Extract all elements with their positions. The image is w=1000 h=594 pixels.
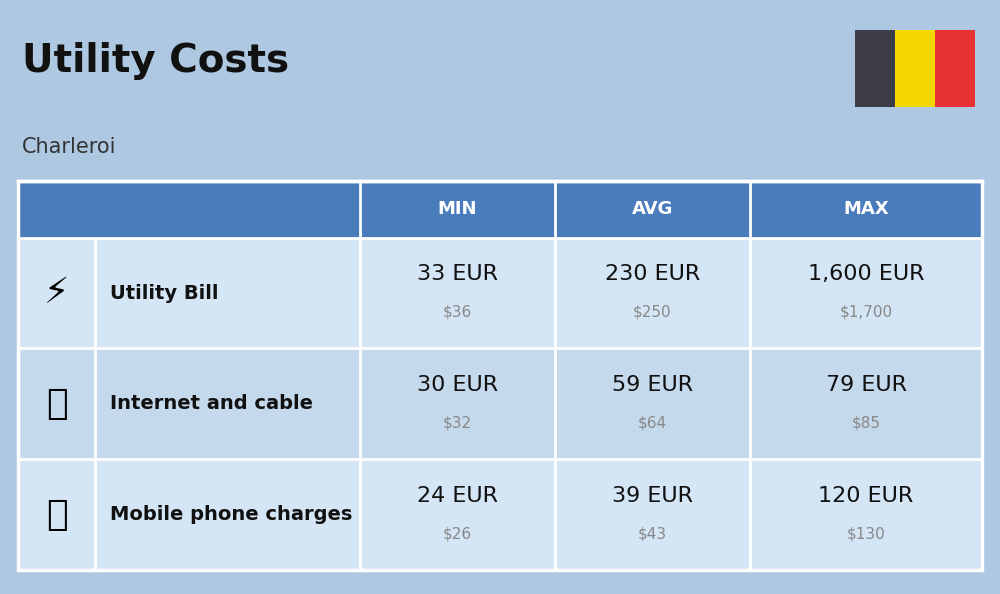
Text: 30 EUR: 30 EUR — [417, 375, 498, 395]
Text: Mobile phone charges: Mobile phone charges — [110, 505, 352, 525]
FancyBboxPatch shape — [935, 30, 975, 107]
Text: 59 EUR: 59 EUR — [612, 375, 693, 395]
Text: 79 EUR: 79 EUR — [826, 375, 906, 395]
Text: $85: $85 — [852, 415, 881, 431]
Text: $64: $64 — [638, 415, 667, 431]
Text: $130: $130 — [847, 526, 885, 541]
Text: Utility Costs: Utility Costs — [22, 42, 289, 80]
Text: $26: $26 — [443, 526, 472, 541]
Text: $1,700: $1,700 — [839, 305, 893, 320]
Text: MAX: MAX — [843, 200, 889, 219]
Text: Charleroi: Charleroi — [22, 137, 116, 157]
Text: 33 EUR: 33 EUR — [417, 264, 498, 284]
Text: AVG: AVG — [632, 200, 673, 219]
FancyBboxPatch shape — [18, 238, 982, 349]
Text: 1,600 EUR: 1,600 EUR — [808, 264, 924, 284]
Text: $36: $36 — [443, 305, 472, 320]
Text: 24 EUR: 24 EUR — [417, 486, 498, 506]
FancyBboxPatch shape — [855, 30, 895, 107]
FancyBboxPatch shape — [18, 181, 982, 238]
Text: Internet and cable: Internet and cable — [110, 394, 313, 413]
Text: ⚡: ⚡ — [44, 276, 69, 310]
Text: MIN: MIN — [438, 200, 477, 219]
FancyBboxPatch shape — [895, 30, 935, 107]
Text: 120 EUR: 120 EUR — [818, 486, 914, 506]
Text: $32: $32 — [443, 415, 472, 431]
Text: $250: $250 — [633, 305, 672, 320]
FancyBboxPatch shape — [18, 459, 982, 570]
Text: 39 EUR: 39 EUR — [612, 486, 693, 506]
Text: 230 EUR: 230 EUR — [605, 264, 700, 284]
FancyBboxPatch shape — [18, 349, 982, 459]
Text: $43: $43 — [638, 526, 667, 541]
Text: Utility Bill: Utility Bill — [110, 283, 218, 302]
Text: 📶: 📶 — [46, 387, 67, 421]
Text: 📱: 📱 — [46, 498, 67, 532]
